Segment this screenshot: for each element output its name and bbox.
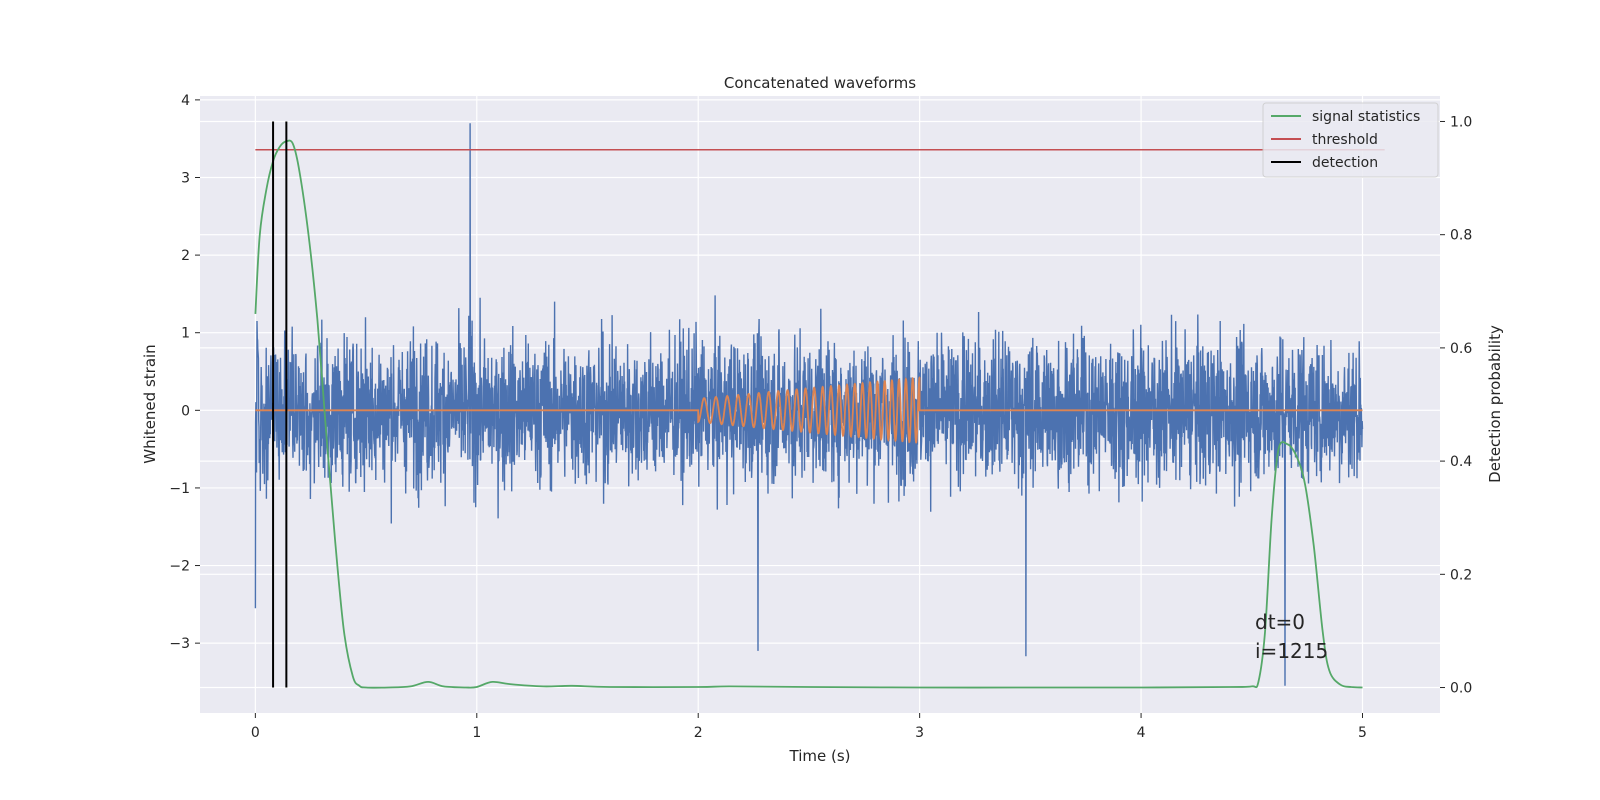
y2-tick-label-5: 1.0	[1450, 114, 1472, 130]
x-axis-label: Time (s)	[789, 747, 851, 765]
x-tick-label-4: 4	[1137, 725, 1146, 741]
y-tick-label-0: −3	[169, 636, 190, 652]
annotation-index: i=1215	[1255, 639, 1328, 663]
legend-label-detection: detection	[1312, 155, 1378, 171]
y2-tick-label-3: 0.6	[1450, 341, 1472, 357]
legend: signal statistics threshold detection	[1262, 102, 1439, 178]
y-tick-label-1: −2	[169, 559, 190, 575]
x-tick-label-3: 3	[915, 725, 924, 741]
y-tick-label-6: 3	[181, 170, 190, 186]
y-tick-label-2: −1	[169, 481, 190, 497]
y2-axis-label: Detection probability	[1486, 325, 1504, 483]
x-tick-label-5: 5	[1358, 725, 1367, 741]
series-whitened-strain	[254, 123, 1364, 686]
series-layer	[254, 121, 1385, 689]
x-tick-label-2: 2	[694, 725, 703, 741]
chart-title: Concatenated waveforms	[724, 74, 916, 92]
legend-label-signal-statistics: signal statistics	[1312, 109, 1420, 125]
y-tick-label-7: 4	[181, 93, 190, 109]
annotation-dt: dt=0	[1255, 610, 1305, 634]
y2-tick-label-2: 0.4	[1450, 454, 1472, 470]
legend-label-threshold: threshold	[1312, 132, 1378, 148]
y2-tick-label-1: 0.2	[1450, 567, 1472, 583]
series-signal-statistics	[254, 139, 1363, 689]
y2-tick-label-4: 0.8	[1450, 228, 1472, 244]
series-injected-waveform	[255, 376, 1363, 444]
y-tick-label-3: 0	[181, 403, 190, 419]
legend-box	[1262, 102, 1439, 178]
y-axis-label: Whitened strain	[141, 344, 159, 463]
x-tick-label-1: 1	[472, 725, 481, 741]
y-tick-label-4: 1	[181, 326, 190, 342]
x-tick-label-0: 0	[251, 725, 260, 741]
y2-tick-label-0: 0.0	[1450, 681, 1472, 697]
tick-labels: 0 1 2 3 4 5 −3 −2 −1 0 1 2 3 4 0.0 0.2 0.4 0.6 0.8 1.0	[169, 93, 1472, 741]
y-tick-label-5: 2	[181, 248, 190, 264]
